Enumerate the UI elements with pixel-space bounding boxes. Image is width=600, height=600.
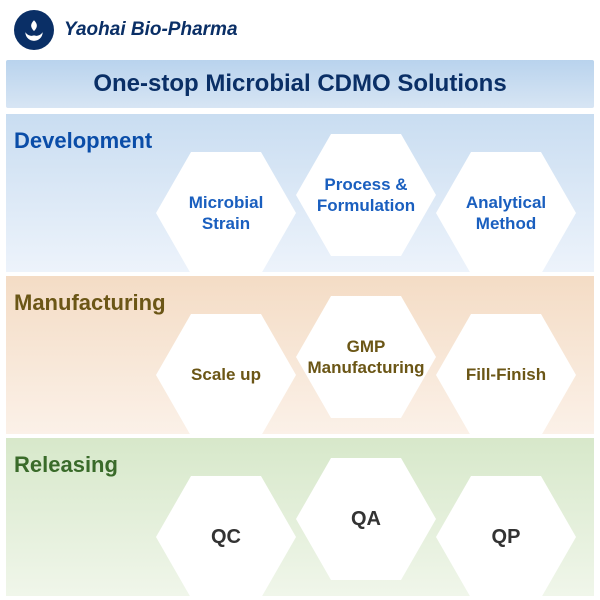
page-title: One-stop Microbial CDMO Solutions: [6, 60, 594, 108]
section-releasing: ReleasingQCQAQP: [6, 438, 594, 596]
hexagon-label: QP: [492, 525, 521, 550]
hexagon: GMP Manufacturing: [296, 296, 436, 418]
hexagon: Microbial Strain: [156, 152, 296, 274]
hex-row: QC QA QP: [6, 464, 594, 594]
hexagon-label: QA: [351, 507, 381, 532]
hexagon-label: Microbial Strain: [174, 192, 278, 235]
hex-row: Scale up GMP Manufacturing Fill-Finish: [6, 302, 594, 432]
hexagon: Process & Formulation: [296, 134, 436, 256]
hexagon: Fill-Finish: [436, 314, 576, 436]
company-name: Yaohai Bio-Pharma: [64, 19, 238, 41]
section-manufacturing: ManufacturingScale upGMP ManufacturingFi…: [6, 276, 594, 434]
leaf-hands-icon: [21, 17, 47, 43]
hexagon-label: Analytical Method: [454, 192, 558, 235]
hexagon: Scale up: [156, 314, 296, 436]
sections-container: DevelopmentMicrobial StrainProcess & For…: [0, 114, 600, 596]
hexagon: QP: [436, 476, 576, 598]
hexagon: Analytical Method: [436, 152, 576, 274]
hexagon: QC: [156, 476, 296, 598]
logo-icon: [14, 10, 54, 50]
hexagon-label: GMP Manufacturing: [307, 336, 424, 379]
header: Yaohai Bio-Pharma: [0, 0, 600, 56]
section-development: DevelopmentMicrobial StrainProcess & For…: [6, 114, 594, 272]
hexagon-label: Scale up: [191, 364, 261, 385]
hexagon-label: Fill-Finish: [466, 364, 546, 385]
hexagon: QA: [296, 458, 436, 580]
hex-row: Microbial Strain Process & Formulation Ana…: [6, 140, 594, 270]
hexagon-label: QC: [211, 525, 241, 550]
hexagon-label: Process & Formulation: [314, 174, 418, 217]
